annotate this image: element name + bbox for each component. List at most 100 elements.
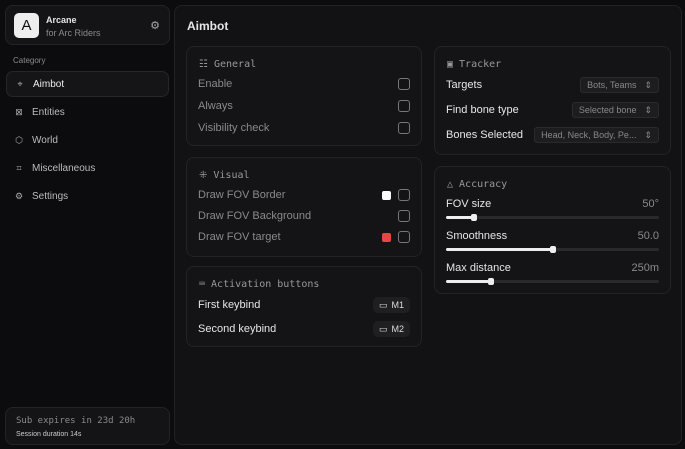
slider-row: Max distance 250m [446, 262, 659, 274]
sidebar-item-world[interactable]: ⬡ World [6, 127, 169, 153]
keybind-button[interactable]: ▭ M1 [372, 297, 410, 313]
select-dropdown[interactable]: Selected bone ⇕ [571, 102, 659, 118]
color-swatch[interactable] [382, 190, 391, 200]
keybind-row: Second keybind ▭ M2 [198, 321, 410, 337]
row-label: Enable [198, 78, 233, 90]
settings-gear-icon[interactable]: ⚙ [150, 20, 160, 32]
select-value: Head, Neck, Body, Pe... [541, 130, 637, 140]
slider-fill [446, 214, 477, 221]
chevron-updown-icon: ⇕ [644, 129, 652, 140]
row-label: Draw FOV Background [198, 210, 312, 222]
activation-card: ⌨ Activation buttons First keybind ▭ M1 Seco… [186, 266, 422, 347]
section-title: General [213, 59, 257, 70]
slider-label: Max distance [446, 262, 511, 274]
list-icon: ☷ [199, 59, 208, 70]
slider-fill [446, 278, 494, 285]
accuracy-card: △ Accuracy FOV size 50° Smoothness 50.0 Max d… [434, 166, 671, 294]
row-label: Second keybind [198, 323, 277, 335]
category-label: Category [13, 56, 46, 65]
sidebar-item-aimbot[interactable]: ⌖ Aimbot [6, 71, 169, 97]
general-row: Always [198, 100, 410, 112]
tracker-row: Find bone type Selected bone ⇕ [446, 102, 659, 118]
chevron-updown-icon: ⇕ [644, 104, 652, 115]
scan-icon: ⊠ [15, 106, 23, 117]
row-label: Visibility check [198, 122, 270, 134]
checkbox[interactable] [398, 210, 410, 222]
slider-value: 50.0 [637, 230, 659, 242]
visual-row: Draw FOV target [198, 231, 410, 243]
app-name: Arcane [46, 15, 77, 25]
keyboard-icon: ⌨ [199, 279, 206, 290]
general-card: ☷ General Enable Always Visibility check [186, 46, 422, 146]
visual-row: Draw FOV Background [198, 210, 410, 222]
select-value: Selected bone [578, 105, 637, 115]
slider-track[interactable] [446, 246, 659, 253]
color-swatch[interactable] [382, 232, 391, 242]
select-value: Bots, Teams [587, 80, 637, 90]
sidebar-item-label: Aimbot [33, 78, 65, 90]
row-label: Bones Selected [446, 129, 524, 141]
section-title: Visual [213, 170, 250, 181]
slider-track[interactable] [446, 214, 659, 221]
row-label: Targets [446, 79, 483, 91]
sub-expires: Sub expires in 23d 20h [16, 416, 136, 426]
checkbox[interactable] [398, 231, 410, 243]
general-row: Visibility check [198, 122, 410, 134]
section-title: Activation buttons [211, 279, 320, 290]
grid-icon: ⌗ [16, 162, 22, 173]
slider-thumb[interactable] [470, 214, 477, 221]
checkbox[interactable] [398, 189, 410, 201]
keyboard-icon: ▭ [378, 299, 388, 310]
sidebar-item-miscellaneous[interactable]: ⌗ Miscellaneous [6, 155, 169, 181]
checkbox[interactable] [398, 78, 410, 90]
globe-icon: ⬡ [15, 134, 23, 145]
tracker-row: Bones Selected Head, Neck, Body, Pe... ⇕ [446, 127, 659, 143]
checkbox[interactable] [398, 100, 410, 112]
gear-icon: ⚙ [14, 190, 24, 201]
select-dropdown[interactable]: Bots, Teams ⇕ [580, 77, 659, 93]
keybind-row: First keybind ▭ M1 [198, 297, 410, 313]
slider-label: FOV size [446, 198, 492, 210]
subscription-card: Sub expires in 23d 20h Session duration … [5, 407, 170, 445]
keybind-button[interactable]: ▭ M2 [372, 321, 410, 337]
sidebar-item-label: World [32, 134, 58, 146]
visual-row: Draw FOV Border [198, 189, 410, 201]
keyboard-icon: ▭ [378, 323, 388, 334]
page-title: Aimbot [187, 19, 229, 33]
slider-value: 250m [631, 262, 659, 274]
row-label: Always [198, 100, 233, 112]
row-label: Find bone type [446, 104, 519, 116]
slider-value: 50° [642, 198, 659, 210]
section-title: Tracker [459, 59, 502, 70]
sidebar-item-label: Settings [32, 190, 69, 202]
section-title: Accuracy [459, 179, 508, 190]
brand-card: A Arcane for Arc Riders ⚙ [5, 5, 170, 45]
slider-thumb[interactable] [549, 246, 556, 253]
sidebar-item-settings[interactable]: ⚙ Settings [6, 183, 169, 209]
sidebar-item-label: Entities [32, 106, 65, 118]
tracker-row: Targets Bots, Teams ⇕ [446, 77, 659, 93]
slider-label: Smoothness [446, 230, 508, 242]
slider-row: Smoothness 50.0 [446, 230, 659, 242]
checkbox[interactable] [398, 122, 410, 134]
row-label: Draw FOV target [198, 231, 281, 243]
session-duration: Session duration 14s [16, 431, 82, 438]
slider-fill [446, 246, 556, 253]
chevron-updown-icon: ⇕ [644, 79, 652, 90]
app-subtitle: for Arc Riders [46, 28, 101, 38]
row-label: Draw FOV Border [198, 189, 286, 201]
visual-card: ⁜ Visual Draw FOV Border Draw FOV Backgrou… [186, 157, 422, 257]
triangle-icon: △ [447, 179, 454, 190]
app-logo: A [14, 13, 39, 38]
tracker-icon: ▣ [447, 59, 454, 70]
sidebar-item-label: Miscellaneous [32, 162, 96, 174]
slider-thumb[interactable] [487, 278, 494, 285]
select-dropdown[interactable]: Head, Neck, Body, Pe... ⇕ [534, 127, 659, 143]
key-label: M1 [391, 300, 404, 310]
sidebar-item-entities[interactable]: ⊠ Entities [6, 99, 169, 125]
slider-track[interactable] [446, 278, 659, 285]
eye-icon: ⁜ [199, 170, 208, 181]
row-label: First keybind [198, 299, 261, 311]
key-label: M2 [391, 324, 404, 334]
crosshair-icon: ⌖ [17, 78, 23, 89]
